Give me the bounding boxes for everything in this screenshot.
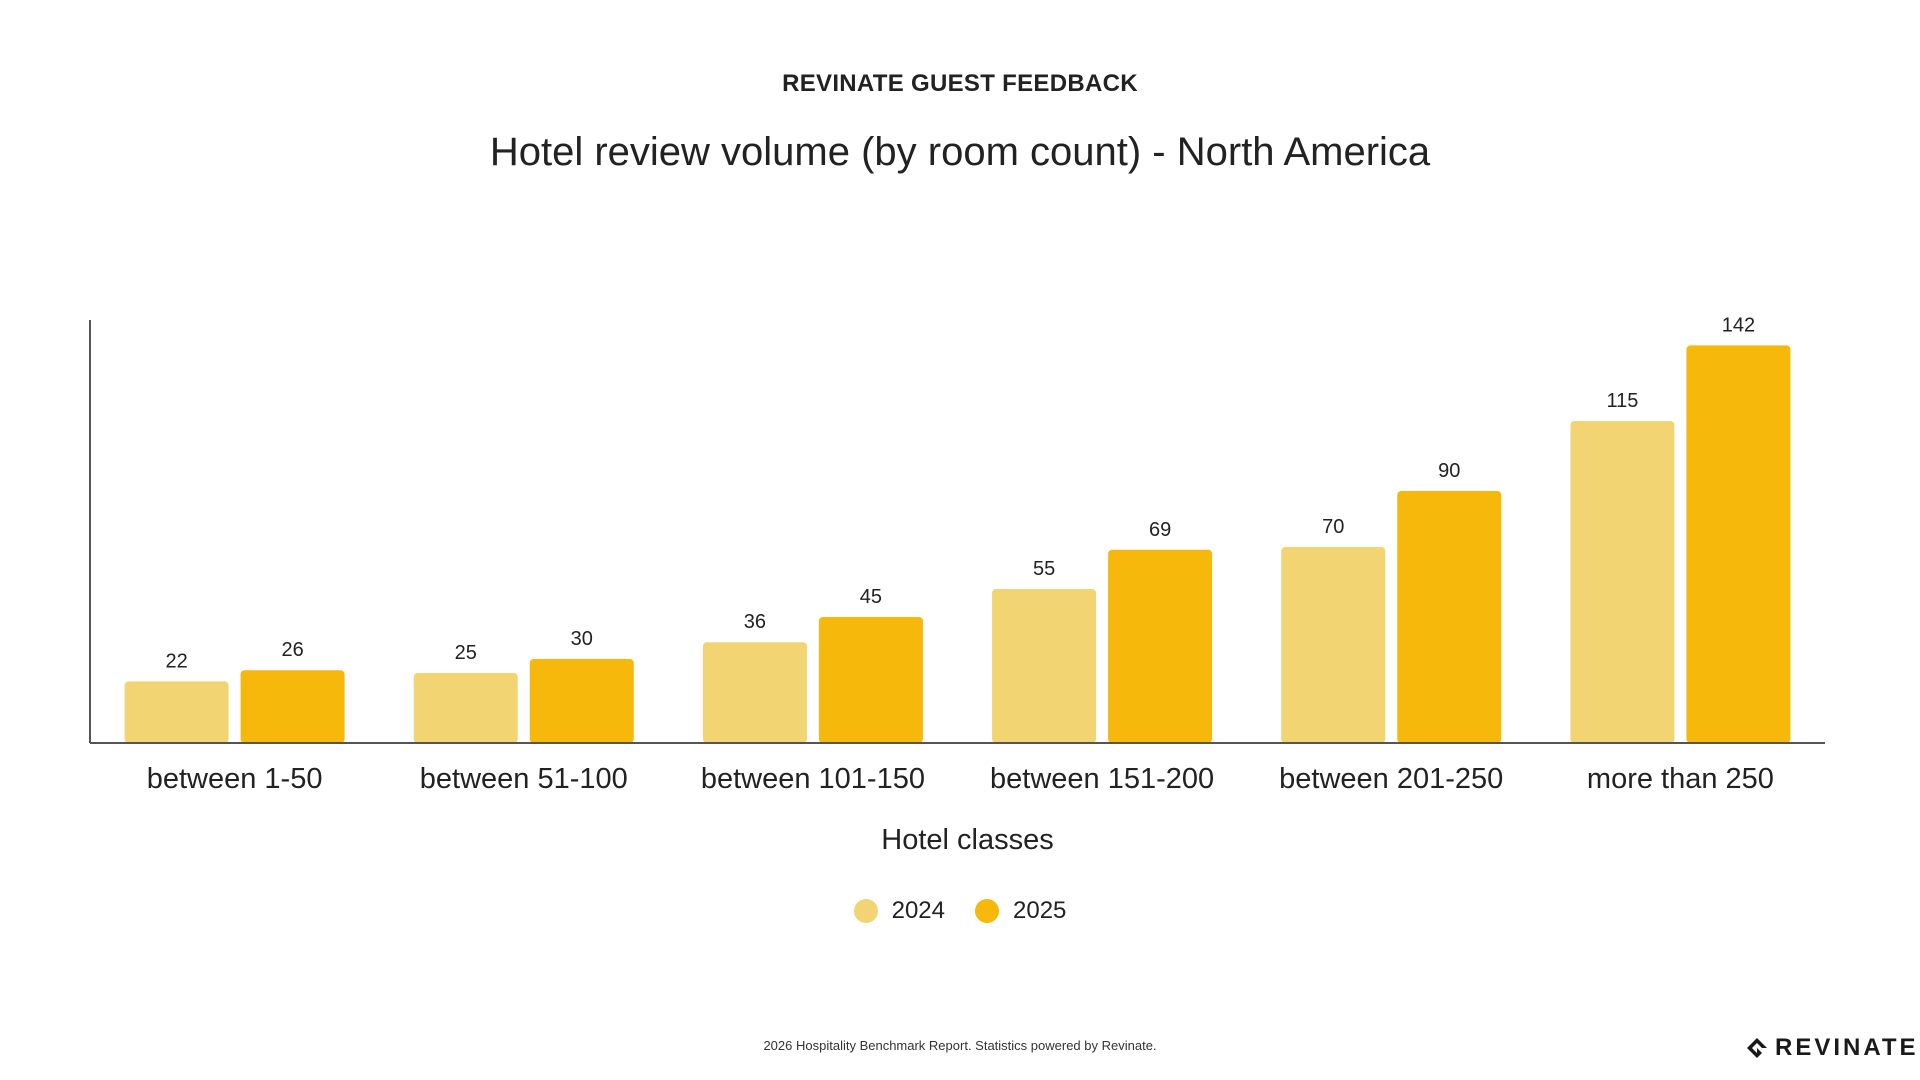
revinate-brand: REVINATE [1745,1034,1919,1062]
report-eyebrow: REVINATE GUEST FEEDBACK [782,70,1138,97]
legend-item-2024[interactable]: 2024 [853,897,945,925]
bar-2025-5[interactable] [1397,491,1502,743]
x-tick-labels-layer: between 1-50 between 51-100 between 101-15… [147,763,1774,795]
legend: 2024 2025 [0,897,1920,925]
legend-label-2025: 2025 [1013,897,1067,924]
bar-2024-6[interactable] [1570,421,1675,743]
bar-2025-4[interactable] [1108,549,1213,743]
x-tick-label-4: between 151-200 [990,763,1214,795]
bar-2024-2[interactable] [413,673,518,743]
bar-2024-5[interactable] [1281,547,1386,743]
value-label-2024-2: 25 [455,642,477,664]
bar-2024-3[interactable] [702,642,807,743]
x-tick-label-2: between 51-100 [420,763,628,795]
x-tick-label-3: between 101-150 [701,763,925,795]
value-label-2024-5: 70 [1322,516,1344,538]
x-tick-label-1: between 1-50 [147,763,323,795]
value-label-2024-3: 36 [744,611,766,633]
value-label-2025-2: 30 [571,628,593,650]
value-label-2025-4: 69 [1149,519,1171,541]
bar-2025-6[interactable] [1686,345,1791,743]
x-tick-label-5: between 201-250 [1279,763,1503,795]
value-label-2025-1: 26 [281,639,303,661]
legend-dot-2025 [975,899,999,923]
bar-2025-1[interactable] [240,670,345,743]
bar-2025-3[interactable] [818,617,923,743]
bar-2024-4[interactable] [992,589,1097,743]
brand-name: REVINATE [1775,1034,1919,1061]
bar-2025-2[interactable] [529,659,634,743]
value-label-2025-3: 45 [860,586,882,608]
bar-2024-1[interactable] [124,681,229,743]
legend-label-2024: 2024 [891,897,945,924]
revinate-logo-icon [1747,1038,1767,1058]
x-tick-label-6: more than 250 [1587,763,1774,795]
legend-dot-2024 [853,899,878,923]
x-axis-title: Hotel classes [881,824,1053,856]
value-label-2024-4: 55 [1033,558,1055,580]
chart-title: Hotel review volume (by room count) - No… [489,130,1431,174]
legend-item-2025[interactable]: 2025 [975,897,1066,925]
bars-layer [124,345,1791,743]
value-label-2025-5: 90 [1438,460,1460,482]
footer-note: 2026 Hospitality Benchmark Report. Stati… [763,1038,1157,1053]
value-label-2025-6: 142 [1722,314,1755,336]
value-labels-layer: 22 26 25 30 36 45 55 69 70 90 115 142 [165,314,1755,672]
value-label-2024-6: 115 [1606,390,1638,412]
value-label-2024-1: 22 [165,650,187,672]
